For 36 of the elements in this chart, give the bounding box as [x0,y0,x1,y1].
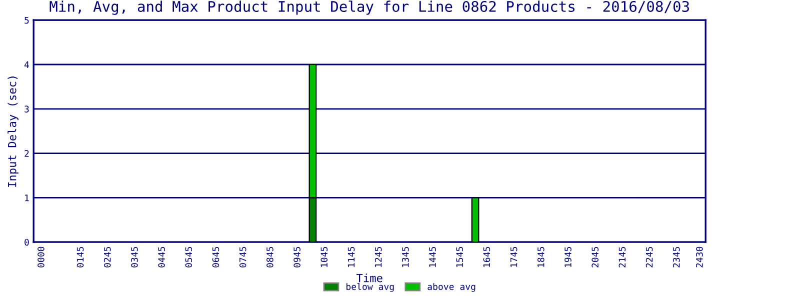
x-tick-label: 1645 [483,246,490,267]
x-tick-label: 2145 [618,246,626,268]
x-tick-label: 2245 [646,246,653,268]
y-tick-label: 4 [24,61,29,68]
x-tick-label: 2045 [592,246,598,268]
y-tick-label: 5 [24,16,29,24]
x-tick-label: 0245 [104,246,111,268]
x-tick-label: 0145 [76,246,84,268]
x-tick-label: 0445 [158,246,165,268]
x-tick-label: 1445 [429,246,436,267]
x-tick-label: 0345 [131,246,138,268]
y-tick-label: 2 [24,150,29,157]
legend-label: above avg [428,283,476,292]
x-tick-label: 1245 [374,246,382,267]
y-tick-label: 1 [25,194,29,202]
y-tick-label: 3 [24,106,29,112]
x-tick-label: 2430 [696,246,703,268]
x-tick-label: 2345 [672,246,680,268]
legend-label: below avg [346,283,394,292]
y-tick-label: 0 [24,238,29,246]
x-tick-label: 0000 [38,246,44,268]
y-axis-title: Input Delay (sec) [8,76,18,187]
x-axis-title: Time [356,274,382,282]
chart-title: Min, Avg, and Max Product Input Delay for Line 0862 Products - 2016/08/03 [50,0,689,15]
x-tick-label: 1545 [456,246,464,267]
x-tick-label: 0745 [239,246,246,268]
x-tick-label: 1745 [510,246,518,267]
x-tick-label: 1145 [348,246,355,267]
x-tick-label: 0645 [212,246,220,268]
x-tick-label: 0845 [266,246,274,268]
x-tick-label: 1045 [320,246,328,267]
x-tick-label: 0945 [294,246,300,268]
x-tick-label: 1345 [402,246,409,267]
x-tick-label: 1945 [564,246,572,267]
x-tick-label: 0545 [185,246,192,268]
x-tick-label: 1845 [537,246,544,267]
